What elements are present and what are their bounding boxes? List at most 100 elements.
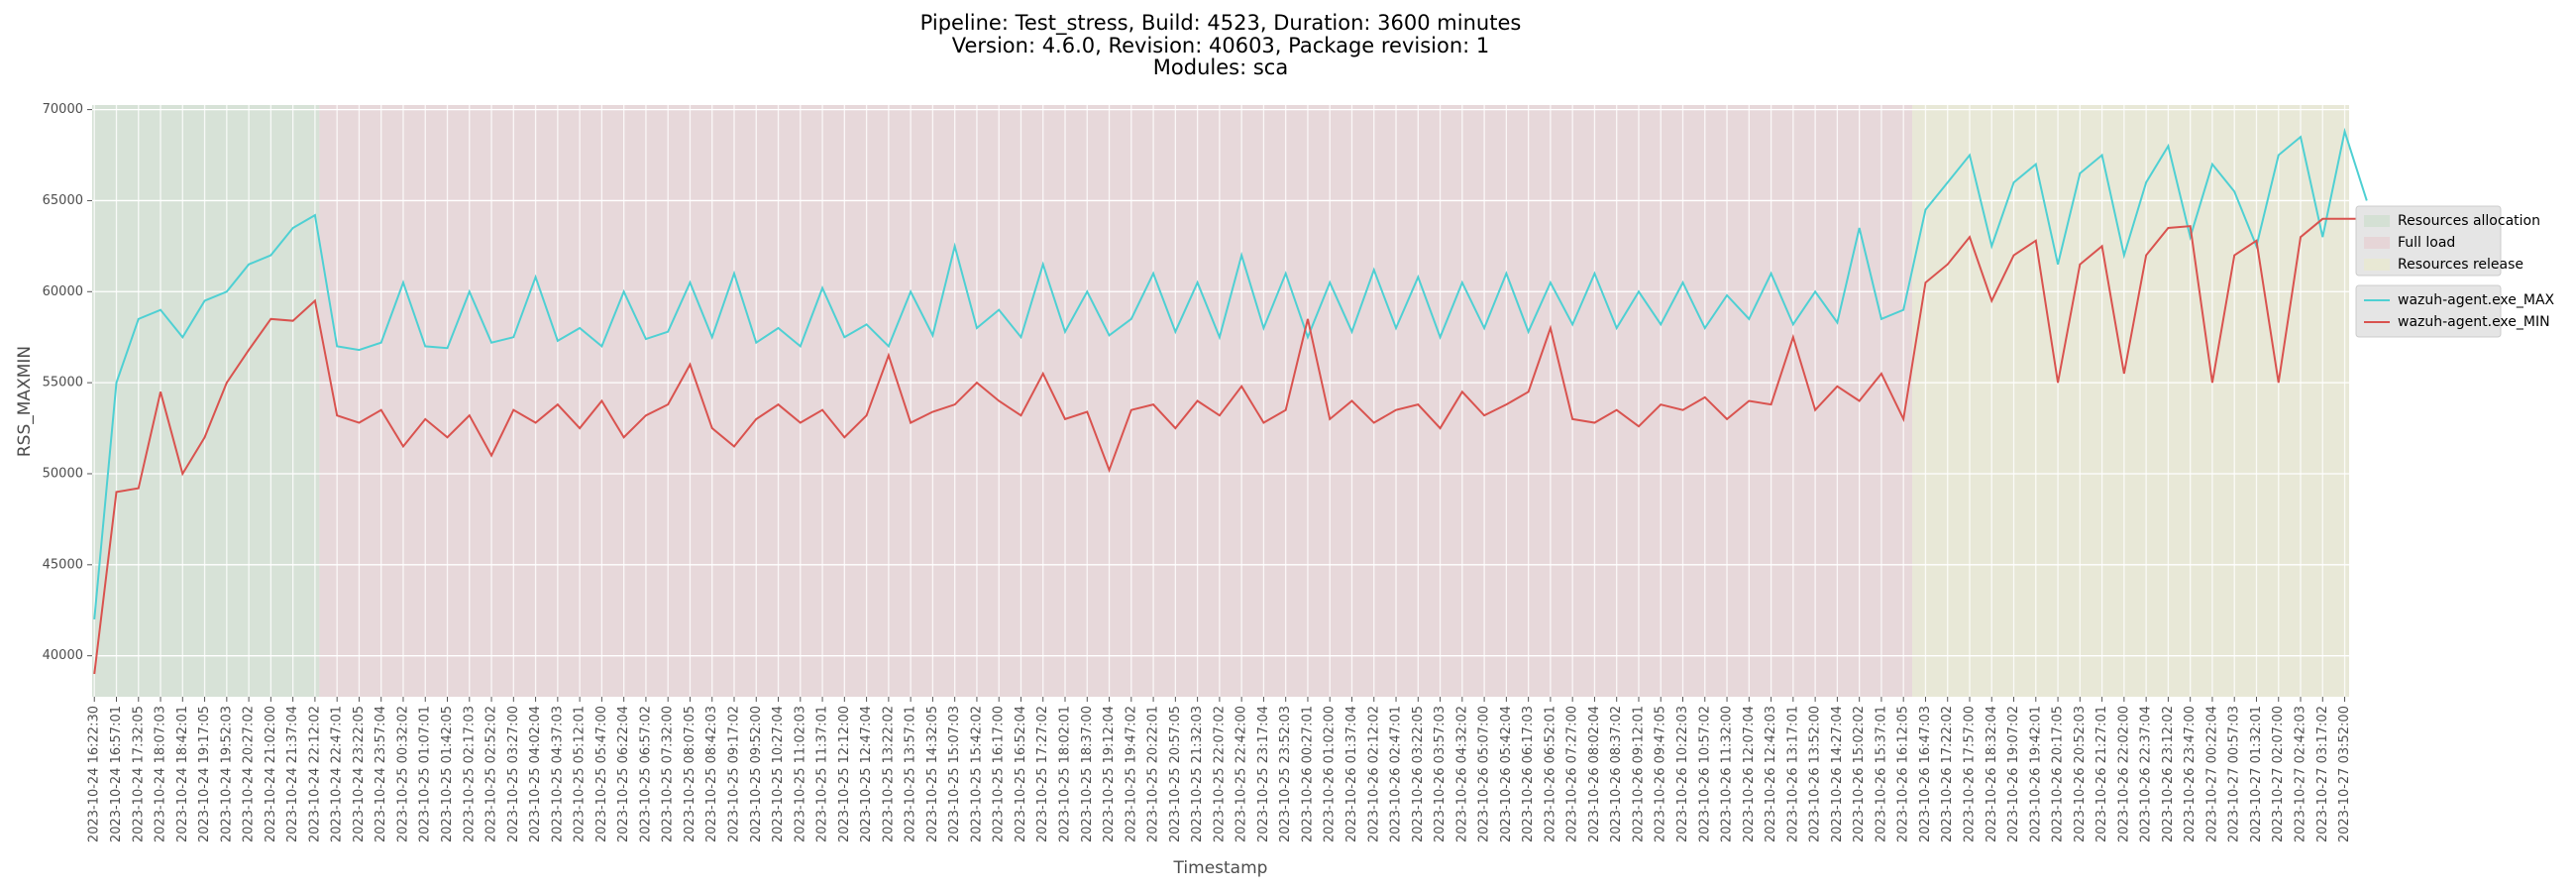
x-tick-label: 2023-10-26 07:27:00 xyxy=(1565,706,1580,842)
x-tick-label: 2023-10-25 03:27:00 xyxy=(506,706,521,842)
x-tick-label: 2023-10-26 12:07:04 xyxy=(1742,706,1757,842)
x-tick-label: 2023-10-24 16:57:01 xyxy=(109,706,124,842)
x-tick-label: 2023-10-27 01:32:01 xyxy=(2249,706,2264,842)
x-tick-label: 2023-10-25 19:12:04 xyxy=(1102,706,1117,842)
phase-band xyxy=(319,105,1913,697)
x-tick-label: 2023-10-25 19:47:02 xyxy=(1124,706,1138,842)
x-tick-label: 2023-10-25 06:22:04 xyxy=(616,706,631,842)
x-tick-label: 2023-10-26 19:42:01 xyxy=(2028,706,2043,842)
x-tick-label: 2023-10-27 00:57:03 xyxy=(2227,706,2242,842)
x-tick-label: 2023-10-26 19:07:02 xyxy=(2006,706,2021,842)
label-layer: Pipeline: Test_stress, Build: 4523, Dura… xyxy=(15,11,2352,878)
x-tick-label: 2023-10-26 17:57:00 xyxy=(1962,706,1977,842)
x-tick-label: 2023-10-25 17:27:02 xyxy=(1035,706,1050,842)
x-tick-label: 2023-10-25 23:52:03 xyxy=(1278,706,1293,842)
x-tick-label: 2023-10-26 20:17:05 xyxy=(2051,706,2066,842)
x-tick-label: 2023-10-25 06:57:02 xyxy=(638,706,653,842)
x-tick-label: 2023-10-25 15:07:03 xyxy=(947,706,962,842)
x-axis-label: Timestamp xyxy=(1173,858,1268,878)
x-tick-label: 2023-10-25 12:47:04 xyxy=(859,706,874,842)
x-tick-label: 2023-10-25 20:57:05 xyxy=(1168,706,1183,842)
x-tick-label: 2023-10-25 05:12:01 xyxy=(573,706,588,842)
x-tick-label: 2023-10-26 22:37:04 xyxy=(2139,706,2154,842)
x-tick-label: 2023-10-24 21:02:00 xyxy=(264,706,278,842)
x-tick-label: 2023-10-26 13:52:00 xyxy=(1808,706,1823,842)
x-tick-label: 2023-10-26 10:22:03 xyxy=(1675,706,1690,842)
x-tick-label: 2023-10-26 20:52:03 xyxy=(2073,706,2088,842)
x-tick-label: 2023-10-25 23:17:04 xyxy=(1256,706,1271,842)
x-tick-label: 2023-10-25 00:32:02 xyxy=(395,706,410,842)
x-tick-label: 2023-10-25 16:17:00 xyxy=(992,706,1007,842)
x-tick-label: 2023-10-26 05:42:04 xyxy=(1499,706,1514,842)
x-tick-label: 2023-10-25 05:47:00 xyxy=(594,706,609,842)
x-tick-label: 2023-10-24 22:12:02 xyxy=(307,706,322,842)
legend-label: Full load xyxy=(2398,235,2455,251)
x-tick-label: 2023-10-25 16:52:04 xyxy=(1014,706,1028,842)
x-tick-label: 2023-10-26 16:47:03 xyxy=(1918,706,1933,842)
x-tick-label: 2023-10-26 09:47:05 xyxy=(1654,706,1668,842)
x-tick-label: 2023-10-26 01:02:00 xyxy=(1323,706,1338,842)
x-tick-label: 2023-10-24 21:37:04 xyxy=(285,706,300,842)
x-tick-label: 2023-10-25 08:42:03 xyxy=(704,706,719,842)
x-tick-label: 2023-10-26 15:02:02 xyxy=(1852,706,1867,842)
x-tick-label: 2023-10-27 02:07:00 xyxy=(2271,706,2286,842)
grid-layer xyxy=(87,105,2349,702)
x-tick-label: 2023-10-25 04:02:04 xyxy=(528,706,543,842)
x-tick-label: 2023-10-25 02:52:02 xyxy=(484,706,499,842)
x-tick-label: 2023-10-26 13:17:01 xyxy=(1785,706,1800,842)
x-tick-label: 2023-10-25 13:57:01 xyxy=(904,706,918,842)
x-tick-label: 2023-10-25 15:42:02 xyxy=(969,706,984,842)
y-tick-label: 45000 xyxy=(43,557,83,572)
x-tick-label: 2023-10-26 18:32:04 xyxy=(1985,706,1999,842)
y-axis-label: RSS_MAXMIN xyxy=(15,346,35,457)
x-tick-label: 2023-10-25 14:32:05 xyxy=(925,706,940,842)
legend-swatch xyxy=(2364,237,2390,249)
phase-legend-box xyxy=(2355,205,2502,277)
x-tick-label: 2023-10-26 00:27:01 xyxy=(1300,706,1315,842)
chart-title: Pipeline: Test_stress, Build: 4523, Dura… xyxy=(920,11,1522,36)
legend-swatch xyxy=(2364,215,2390,227)
x-tick-label: 2023-10-25 11:37:01 xyxy=(815,706,830,842)
x-tick-label: 2023-10-25 08:07:05 xyxy=(683,706,698,842)
legend-label: Resources release xyxy=(2398,257,2523,273)
x-tick-label: 2023-10-26 15:37:01 xyxy=(1874,706,1888,842)
x-tick-label: 2023-10-27 02:42:03 xyxy=(2294,706,2308,842)
x-tick-label: 2023-10-25 20:22:01 xyxy=(1146,706,1161,842)
x-tick-label: 2023-10-26 08:37:02 xyxy=(1609,706,1624,842)
x-tick-label: 2023-10-27 03:17:02 xyxy=(2315,706,2330,842)
x-tick-label: 2023-10-25 07:32:00 xyxy=(661,706,676,842)
x-tick-label: 2023-10-25 22:42:00 xyxy=(1234,706,1249,842)
x-tick-label: 2023-10-24 18:07:03 xyxy=(154,706,168,842)
x-tick-label: 2023-10-26 08:02:04 xyxy=(1587,706,1602,842)
x-tick-label: 2023-10-26 03:57:03 xyxy=(1433,706,1448,842)
x-tick-label: 2023-10-24 19:17:05 xyxy=(197,706,212,842)
x-tick-label: 2023-10-26 02:47:01 xyxy=(1389,706,1404,842)
x-tick-label: 2023-10-26 03:22:05 xyxy=(1411,706,1426,842)
line-layer xyxy=(93,127,2368,675)
x-tick-label: 2023-10-24 20:27:02 xyxy=(242,706,257,842)
phase-layer xyxy=(92,105,2349,697)
y-tick-label: 55000 xyxy=(43,376,83,390)
x-tick-label: 2023-10-26 06:17:03 xyxy=(1521,706,1536,842)
x-tick-label: 2023-10-25 13:22:02 xyxy=(881,706,896,842)
x-tick-label: 2023-10-26 21:27:01 xyxy=(2094,706,2109,842)
series-line xyxy=(93,217,2367,675)
legend-label: wazuh-agent.exe_MIN xyxy=(2398,314,2550,330)
x-tick-label: 2023-10-24 23:57:04 xyxy=(374,706,388,842)
x-tick-label: 2023-10-25 01:42:05 xyxy=(440,706,455,842)
x-tick-label: 2023-10-27 00:22:04 xyxy=(2204,706,2219,842)
y-tick-label: 65000 xyxy=(43,193,83,208)
x-tick-label: 2023-10-25 18:02:01 xyxy=(1058,706,1073,842)
y-tick-label: 50000 xyxy=(43,466,83,481)
phase-band xyxy=(92,105,320,697)
x-tick-label: 2023-10-24 17:32:05 xyxy=(131,706,146,842)
series-legend-box xyxy=(2355,284,2502,338)
x-tick-label: 2023-10-24 19:52:03 xyxy=(219,706,234,842)
phase-band xyxy=(1912,105,2349,697)
x-tick-label: 2023-10-24 16:22:30 xyxy=(87,706,102,842)
x-tick-label: 2023-10-25 09:17:02 xyxy=(726,706,741,842)
x-tick-label: 2023-10-26 05:07:00 xyxy=(1477,706,1492,842)
x-tick-label: 2023-10-26 14:27:04 xyxy=(1830,706,1845,842)
x-tick-label: 2023-10-26 17:22:02 xyxy=(1940,706,1955,842)
